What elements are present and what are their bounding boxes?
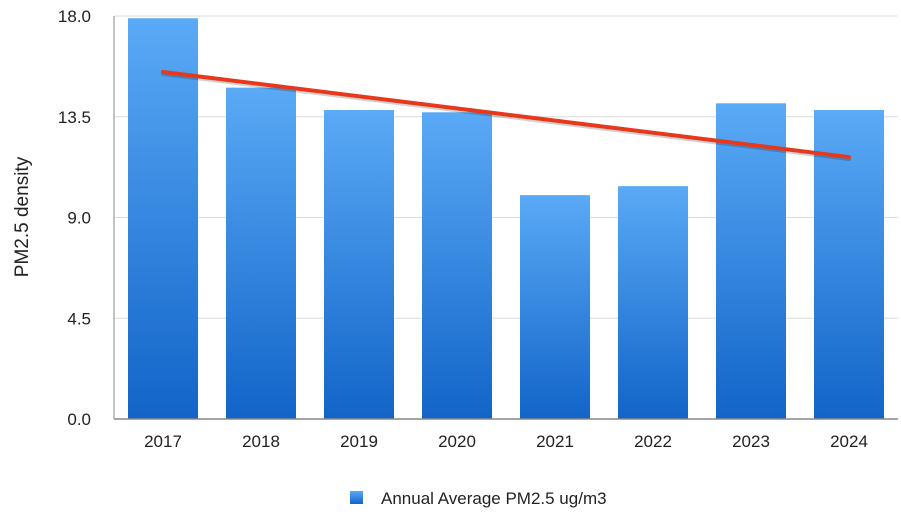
bar-2022 [618, 186, 688, 419]
bar-2019 [324, 110, 394, 420]
x-tick-label: 2019 [340, 432, 378, 451]
legend-swatch [350, 491, 363, 504]
x-tick-label: 2021 [536, 432, 574, 451]
y-tick-label: 13.5 [58, 108, 91, 127]
bar-2020 [422, 112, 492, 420]
bar-2024 [814, 110, 884, 420]
y-tick-label: 4.5 [67, 309, 91, 328]
x-tick-label: 2018 [242, 432, 280, 451]
bar-2017 [128, 18, 198, 419]
x-tick-label: 2017 [144, 432, 182, 451]
bars [128, 18, 884, 420]
y-tick-label: 18.0 [58, 7, 91, 26]
x-tick-label: 2024 [830, 432, 868, 451]
tick-labels: 0.0 4.5 9.0 13.5 18.0 2017 2018 2019 2020 2021 202… [58, 7, 868, 451]
y-axis-title: PM2.5 density [12, 156, 33, 277]
bar-2023 [716, 103, 786, 420]
x-tick-label: 2020 [438, 432, 476, 451]
y-tick-label: 0.0 [67, 410, 91, 429]
trendline [161, 69, 851, 160]
axes [113, 16, 898, 420]
legend-label: Annual Average PM2.5 ug/m3 [381, 489, 607, 508]
x-tick-label: 2023 [732, 432, 770, 451]
trendline-layer [161, 69, 851, 162]
bar-2021 [520, 195, 590, 419]
x-tick-label: 2022 [634, 432, 672, 451]
legend: Annual Average PM2.5 ug/m3 [350, 489, 607, 508]
bar-2018 [226, 87, 296, 420]
y-tick-label: 9.0 [67, 209, 91, 228]
